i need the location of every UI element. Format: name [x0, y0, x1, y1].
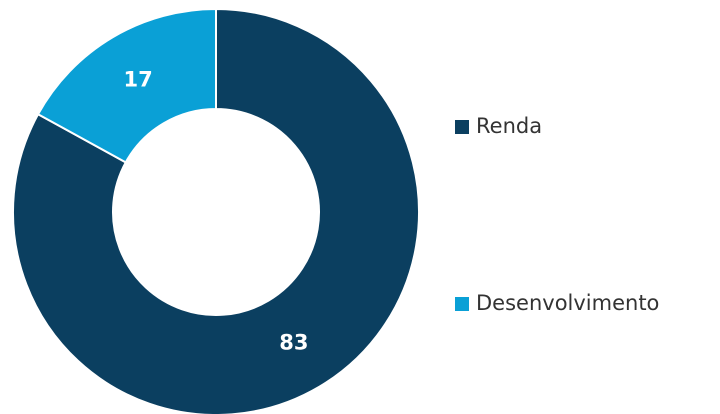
slice [12, 7, 420, 414]
slice [36, 7, 217, 164]
legend-swatch [455, 297, 469, 311]
data-label: 17 [123, 67, 152, 91]
legend-label: Desenvolvimento [476, 291, 659, 315]
legend-label: Renda [476, 114, 542, 138]
data-label: 83 [279, 331, 308, 355]
legend-swatch [455, 120, 469, 134]
